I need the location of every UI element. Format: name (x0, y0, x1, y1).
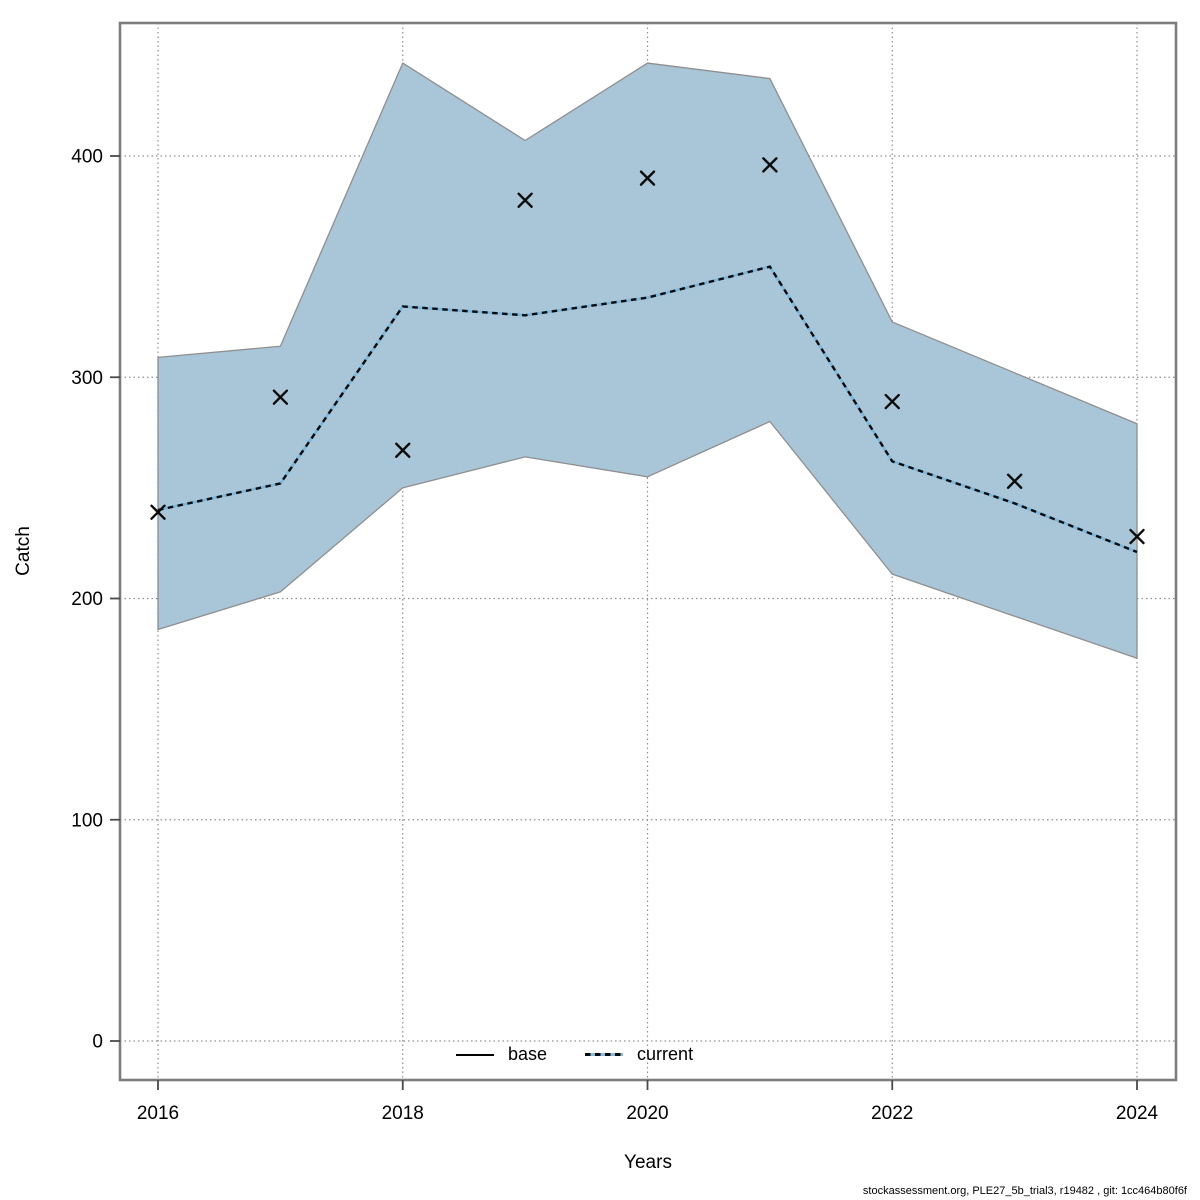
data-point-marker (762, 157, 778, 173)
current-line-underlay (157, 265, 1138, 554)
x-tick-label: 2024 (1116, 1103, 1159, 1124)
x-tick-label: 2020 (626, 1103, 668, 1124)
data-point-marker (517, 192, 533, 208)
x-tick-label: 2018 (382, 1103, 424, 1124)
legend-current-line-swatch (585, 1053, 624, 1056)
y-tick-label: 0 (92, 1032, 103, 1053)
data-point-marker (1006, 473, 1023, 489)
data-point-marker (884, 393, 900, 410)
y-tick-label: 300 (71, 368, 103, 389)
data-point-marker (1129, 528, 1145, 545)
y-tick-label: 100 (71, 810, 103, 831)
legend: base current (456, 1044, 693, 1065)
x-axis-title: Years (624, 1152, 672, 1173)
y-tick-label: 200 (71, 589, 103, 610)
y-tick-label: 400 (71, 147, 103, 168)
legend-current-label: current (637, 1044, 694, 1064)
footer-text: stockassessment.org, PLE27_5b_trial3, r1… (862, 1185, 1187, 1197)
legend-base-label: base (508, 1044, 548, 1064)
data-point-marker (639, 170, 656, 186)
x-tick-label: 2016 (137, 1103, 179, 1124)
data-point-marker (150, 504, 166, 520)
data-point-marker (395, 442, 411, 458)
y-axis-title: Catch (13, 526, 34, 576)
x-tick-label: 2022 (871, 1103, 913, 1124)
legend-base-line-swatch (456, 1053, 494, 1056)
data-point-marker (272, 389, 289, 405)
confidence-band (157, 62, 1138, 659)
